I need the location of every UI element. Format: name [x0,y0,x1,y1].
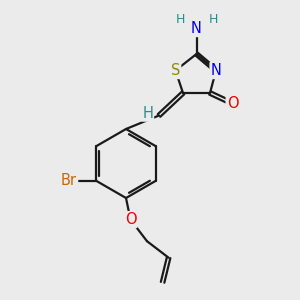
Text: H: H [208,13,218,26]
Text: Br: Br [61,173,77,188]
Text: N: N [211,63,221,78]
Text: N: N [191,21,202,36]
Text: O: O [227,96,238,111]
Text: S: S [171,63,180,78]
Text: O: O [125,212,136,227]
Text: H: H [175,13,185,26]
Text: H: H [142,106,153,121]
